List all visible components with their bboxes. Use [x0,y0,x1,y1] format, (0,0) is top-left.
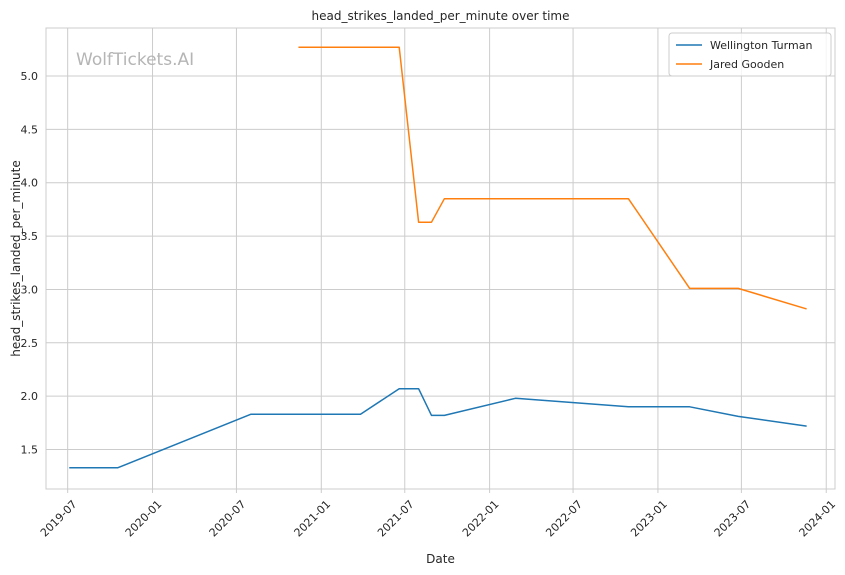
data-point [442,413,446,417]
x-tick-label: 2023-07 [712,498,754,540]
x-tick-label: 2020-01 [123,498,165,540]
x-tick-label: 2022-01 [460,498,502,540]
data-point [430,413,434,417]
legend-box [668,32,832,77]
data-point [116,466,120,470]
data-point [297,45,301,49]
y-tick-label: 3.5 [21,230,39,243]
y-axis-title: head_strikes_landed_per_minute [9,160,23,357]
data-point [397,387,401,391]
y-tick-label: 2.0 [21,390,39,403]
data-point [626,405,630,409]
data-point [804,424,808,428]
y-tick-label: 4.5 [21,123,39,136]
series-lines [68,45,808,470]
x-tick-label: 2021-01 [292,498,334,540]
y-tick-label: 5.0 [21,70,39,83]
data-point [688,286,692,290]
grid [46,28,835,489]
data-point [736,414,740,418]
watermark-text: WolfTickets.AI [76,50,194,70]
x-tick-label: 2020-07 [207,498,249,540]
plot-frame [45,27,836,490]
legend-label-jared-gooden: Jared Gooden [709,58,784,71]
data-point [430,220,434,224]
x-tick-label: 2019-07 [38,498,80,540]
data-point [626,197,630,201]
data-point [804,307,808,311]
data-point [688,405,692,409]
x-tick-label: 2021-07 [375,498,417,540]
x-tick-label: 2023-01 [628,498,670,540]
y-tick-label: 4.0 [21,177,39,190]
legend-label-wellington-turman: Wellington Turman [710,39,812,52]
data-point [442,197,446,201]
series-line-wellington-turman [69,387,807,469]
data-point [736,286,740,290]
data-point [249,412,253,416]
data-point [417,387,421,391]
x-tick-label: 2024-01 [796,498,838,540]
chart-title: head_strikes_landed_per_minute over time [311,9,569,23]
data-point [397,45,401,49]
data-point [417,220,421,224]
tick-labels: 2019-07 2020-01 2020-07 2021-01 2021-07 2022-… [21,70,839,539]
y-tick-label: 1.5 [21,444,39,457]
data-point [513,396,517,400]
data-point [68,466,72,470]
legend: Wellington Turman Jared Gooden [668,32,832,77]
x-tick-label: 2022-07 [543,498,585,540]
series-line-jared-gooden [298,46,807,310]
x-axis-title: Date [426,552,455,566]
data-point [358,412,362,416]
y-tick-label: 3.0 [21,283,39,296]
y-tick-label: 2.5 [21,337,39,350]
